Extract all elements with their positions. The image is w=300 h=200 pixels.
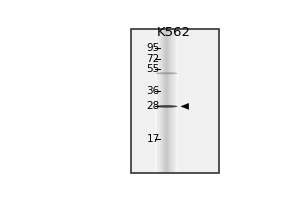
Bar <box>160 29 161 173</box>
Bar <box>164 29 165 173</box>
Ellipse shape <box>155 105 178 108</box>
Bar <box>156 29 157 173</box>
Text: 95: 95 <box>146 43 160 53</box>
Ellipse shape <box>155 72 178 74</box>
Bar <box>162 29 163 173</box>
Bar <box>173 29 175 173</box>
Bar <box>157 29 158 173</box>
Bar <box>176 29 177 173</box>
Bar <box>130 29 219 173</box>
Bar <box>167 29 168 173</box>
Text: 36: 36 <box>146 86 160 96</box>
Bar <box>130 29 219 173</box>
Text: 28: 28 <box>146 101 160 111</box>
Text: 72: 72 <box>146 54 160 64</box>
Bar <box>169 29 170 173</box>
Bar <box>165 29 166 173</box>
Bar <box>175 29 176 173</box>
Bar <box>158 29 160 173</box>
Text: 55: 55 <box>146 64 160 74</box>
Bar <box>161 29 162 173</box>
Bar <box>172 29 173 173</box>
Bar <box>155 29 156 173</box>
Text: K562: K562 <box>157 26 190 39</box>
Polygon shape <box>181 103 189 109</box>
Bar <box>177 29 178 173</box>
Bar <box>171 29 172 173</box>
Bar <box>163 29 164 173</box>
Bar <box>170 29 171 173</box>
Text: 17: 17 <box>146 134 160 144</box>
Bar <box>168 29 169 173</box>
